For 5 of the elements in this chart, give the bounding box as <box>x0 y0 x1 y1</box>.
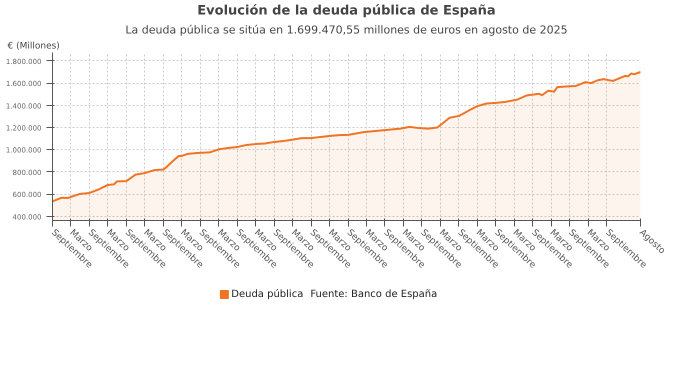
chart-subtitle: La deuda pública se sitúa en 1.699.470,55 millones de euros en agosto de 2025 <box>125 24 568 36</box>
legend-label: Deuda pública <box>231 289 304 300</box>
y-axis-title: € (Millones) <box>8 42 60 52</box>
source-note: Fuente: Banco de España <box>310 289 438 300</box>
chart-title: Evolución de la deuda pública de España <box>197 4 496 18</box>
